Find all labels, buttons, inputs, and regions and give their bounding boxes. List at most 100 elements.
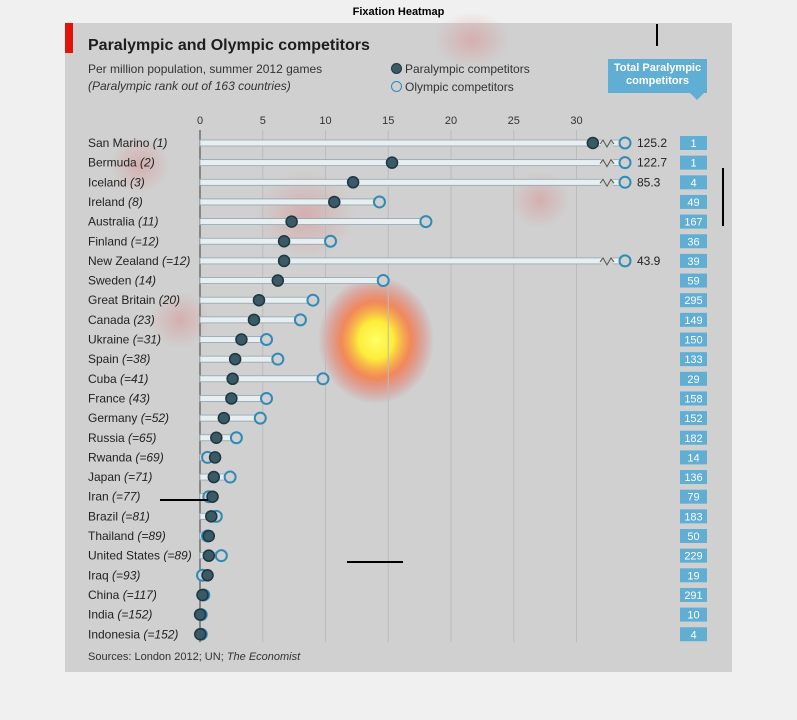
table-row: San Marino (1) 125.2 1	[88, 136, 707, 150]
total-cell	[680, 411, 707, 426]
total-value: 158	[684, 393, 702, 405]
olympic-point	[253, 411, 267, 425]
country-rank: (14)	[135, 274, 156, 288]
olympic-point	[618, 175, 632, 189]
total-cell	[680, 568, 707, 583]
value-bar	[199, 257, 626, 265]
paralympic-point	[196, 588, 209, 602]
paralympic-point	[277, 254, 291, 268]
stray-mark	[656, 24, 658, 46]
country-rank: (=152)	[143, 627, 178, 641]
total-value: 149	[684, 315, 702, 327]
table-row: Canada (23) 149	[88, 312, 707, 327]
total-cell	[680, 489, 707, 504]
value-bar	[199, 237, 331, 245]
total-value: 4	[690, 629, 696, 641]
paralympic-point	[217, 411, 231, 425]
country-label: Bermuda (2)	[88, 156, 155, 170]
paralympic-point	[586, 136, 600, 150]
olympic-point	[271, 352, 285, 366]
olympic-point	[223, 470, 237, 484]
total-cell	[680, 234, 707, 249]
paralympic-point	[271, 274, 285, 287]
total-header-line1: Total Paralympic	[613, 62, 702, 74]
olympic-value-label: 122.7	[637, 156, 667, 170]
paralympic-point	[206, 490, 219, 503]
axis-break-icon	[599, 158, 615, 168]
table-row: Bermuda (2) 122.7 1	[88, 155, 707, 170]
x-tick-label: 20	[445, 115, 457, 127]
table-row: India (=152) 10	[88, 607, 707, 622]
total-value: 1	[690, 158, 696, 170]
fixation-blob	[110, 137, 170, 193]
paralympic-point	[328, 195, 341, 209]
paralympic-point	[247, 313, 261, 327]
paralympic-point	[202, 549, 216, 562]
paralympic-point	[210, 431, 223, 444]
country-label: India (=152)	[88, 608, 152, 622]
paralympic-point	[194, 628, 207, 641]
figure-title: Fixation Heatmap	[352, 6, 445, 18]
axis-break-icon	[599, 256, 615, 266]
country-rank: (=31)	[133, 333, 161, 347]
total-cell	[680, 607, 707, 622]
fixation-blob	[150, 292, 210, 348]
olympic-point	[293, 313, 307, 327]
table-row: Japan (=71) 136	[88, 470, 707, 485]
country-label: Ireland (8)	[88, 195, 143, 209]
country-label: San Marino (1)	[88, 136, 167, 150]
axis-break-gap	[601, 137, 613, 149]
country-rank: (=117)	[123, 588, 157, 602]
country-label: New Zealand (=12)	[88, 254, 190, 268]
paralympic-point	[285, 215, 298, 228]
country-label: Iraq (=93)	[88, 568, 140, 582]
country-rank: (23)	[133, 313, 154, 327]
x-tick-label: 0	[197, 115, 203, 127]
olympic-point	[618, 136, 632, 150]
paralympic-point	[207, 470, 221, 484]
paralympic-point	[202, 529, 216, 543]
total-value: 19	[687, 570, 699, 582]
table-row: Australia (11) 167	[88, 214, 707, 229]
paralympic-point	[205, 510, 218, 523]
table-row: Thailand (=89) 50	[88, 529, 707, 543]
paralympic-point	[235, 333, 248, 346]
paralympic-point	[385, 156, 399, 169]
olympic-value-label: 43.9	[637, 254, 661, 268]
paralympic-point	[346, 176, 360, 189]
table-row: France (43) 158	[88, 391, 707, 406]
x-tick-label: 15	[382, 115, 394, 127]
brand-red-bar	[65, 23, 73, 53]
total-value: 14	[687, 452, 699, 464]
sources-note: Sources: London 2012; UN; The Economist	[88, 651, 300, 663]
total-value: 136	[684, 472, 702, 484]
total-cell	[680, 312, 707, 327]
total-cell	[680, 627, 707, 642]
country-label: Cuba (=41)	[88, 372, 148, 386]
olympic-marker-icon	[391, 81, 402, 92]
total-value: 229	[684, 551, 702, 563]
value-bar	[199, 139, 626, 147]
country-label: Rwanda (=69)	[88, 450, 164, 464]
country-label: Iran (=77)	[88, 490, 140, 504]
total-cell	[680, 371, 707, 386]
paralympic-point	[226, 372, 239, 386]
fixation-blob	[510, 172, 570, 228]
country-label: Ukraine (=31)	[88, 333, 161, 347]
total-cell	[680, 273, 707, 288]
country-rank: (1)	[153, 136, 168, 150]
total-value: 150	[684, 335, 702, 347]
total-cell	[680, 332, 707, 347]
table-row: Iran (=77) 79	[88, 489, 707, 504]
value-bar	[199, 277, 384, 284]
country-rank: (=89)	[137, 529, 165, 543]
total-cell	[680, 293, 707, 308]
country-rank: (=38)	[122, 352, 150, 366]
value-bar	[199, 159, 626, 167]
x-tick-label: 5	[260, 115, 266, 127]
paralympic-point	[228, 352, 242, 366]
total-cell	[680, 391, 707, 406]
table-row: Iraq (=93) 19	[88, 568, 707, 583]
total-cell	[680, 587, 707, 602]
